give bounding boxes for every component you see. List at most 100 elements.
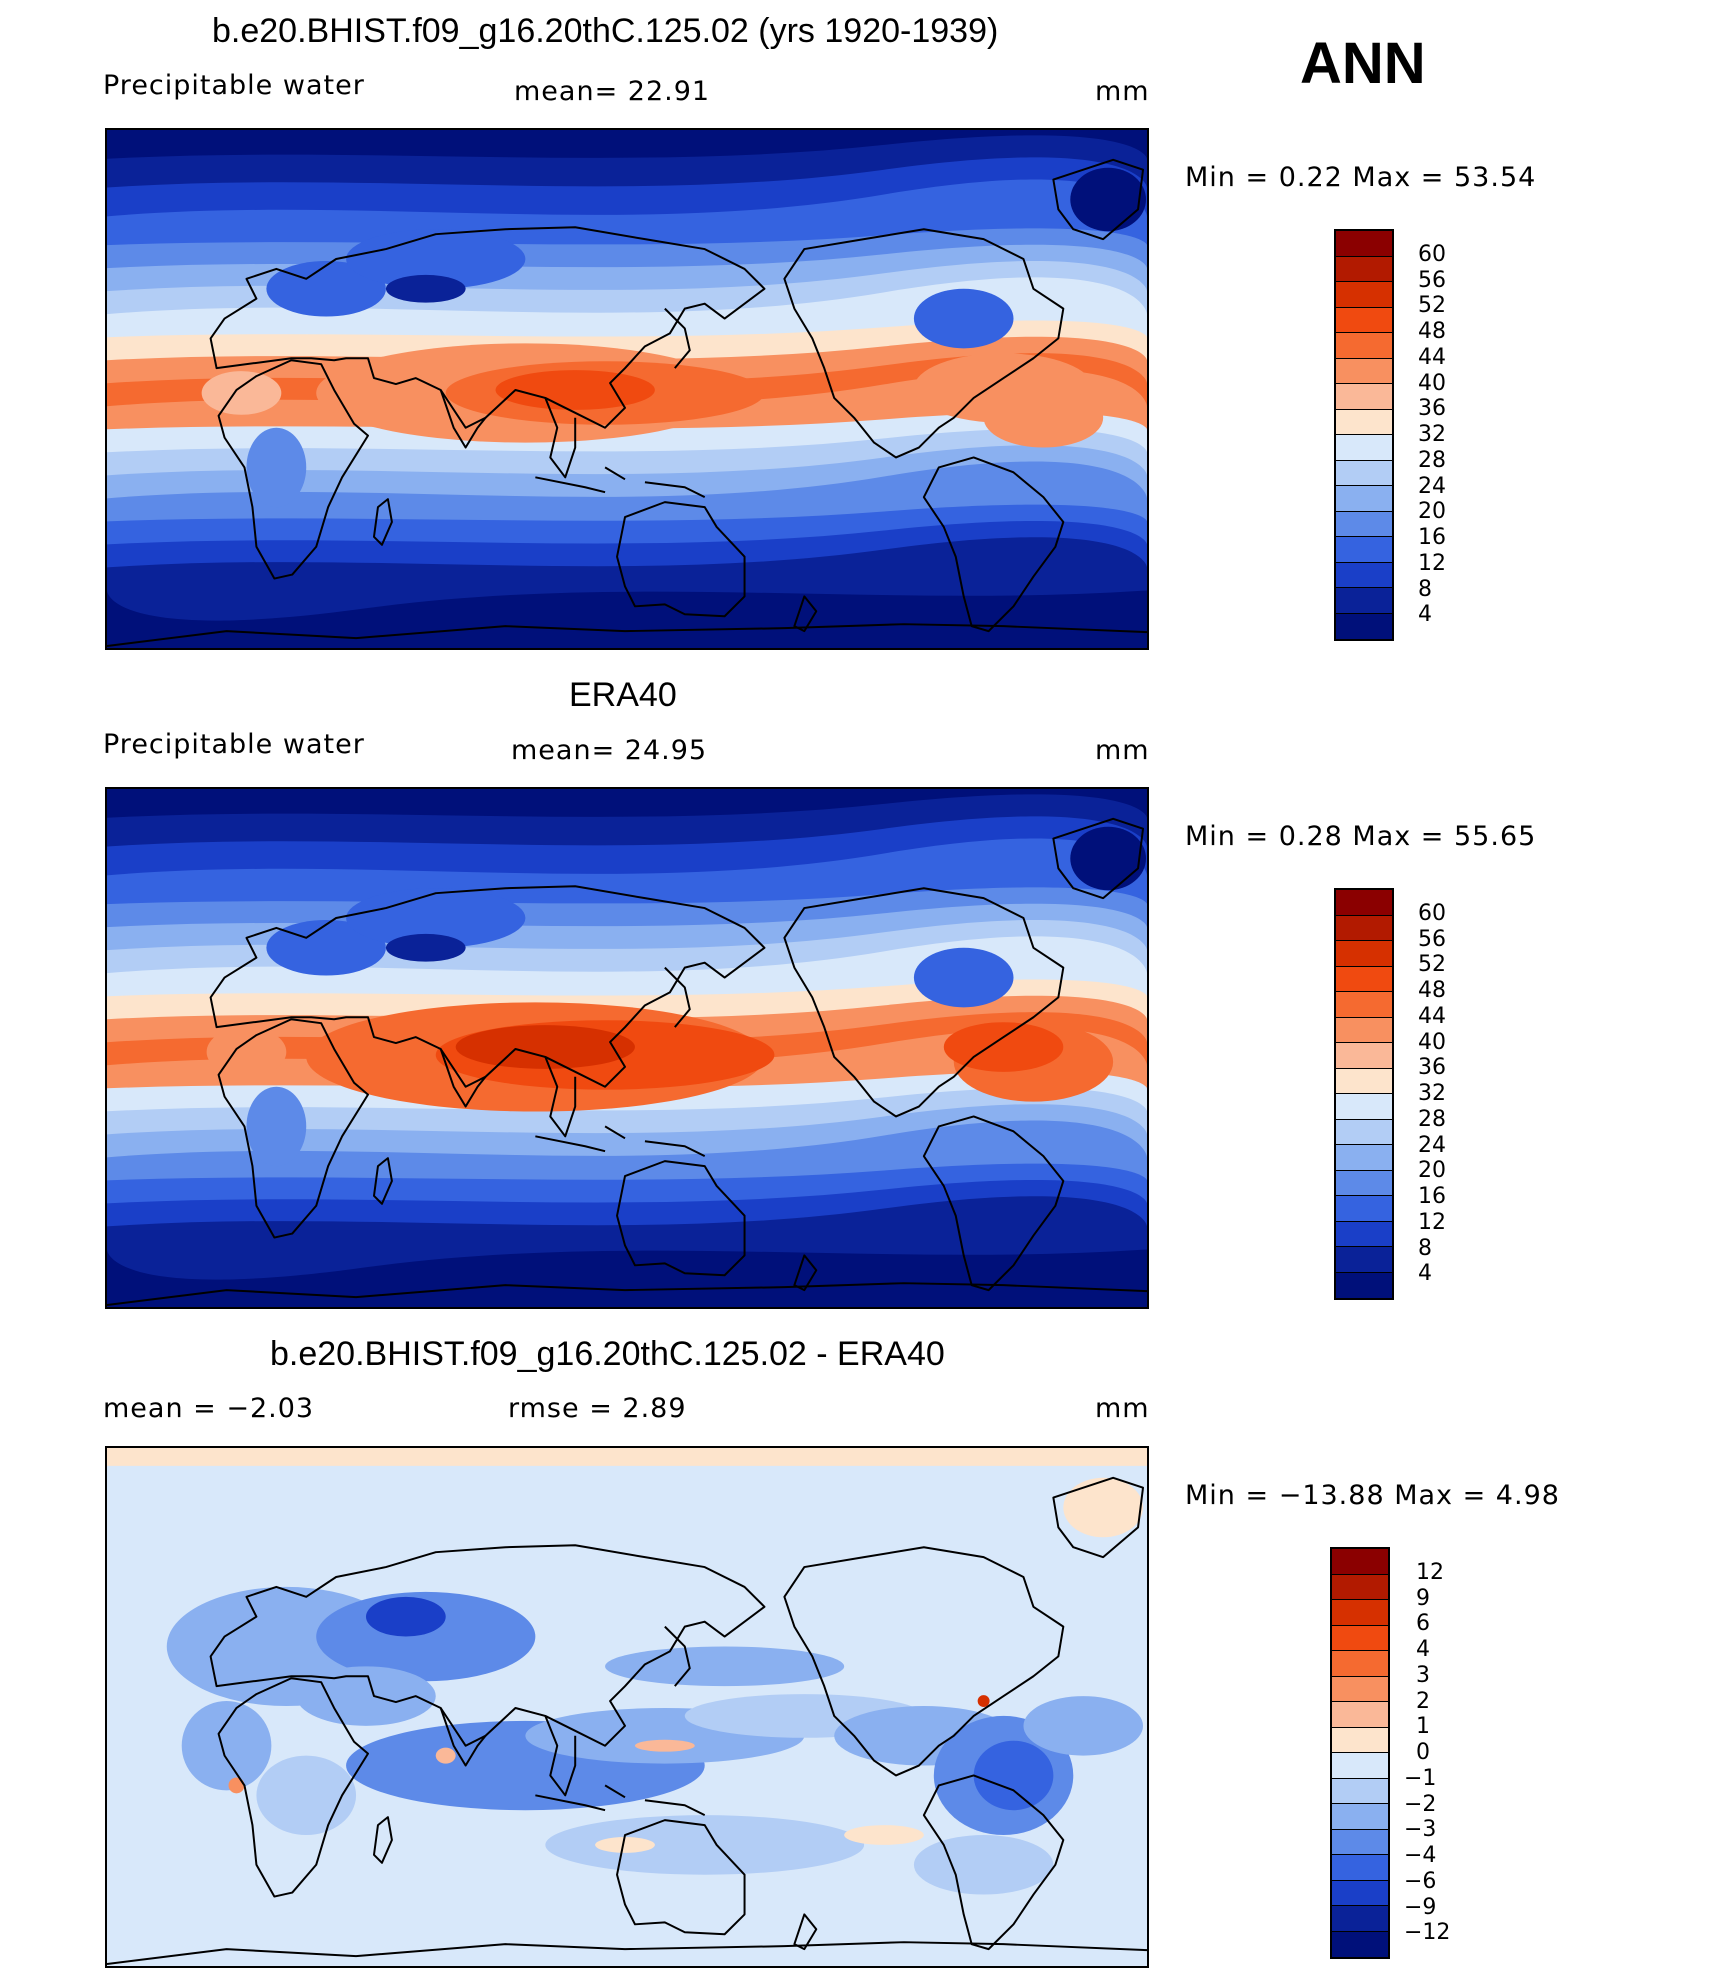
colorbar-swatch bbox=[1336, 409, 1392, 435]
colorbar-label: 0 bbox=[1416, 1740, 1430, 1765]
panel-3-mean: mean = −2.03 bbox=[103, 1393, 315, 1424]
colorbar-swatch bbox=[1332, 1804, 1388, 1830]
colorbar-swatch bbox=[1336, 460, 1392, 486]
colorbar-label: 9 bbox=[1416, 1585, 1430, 1611]
panel-1-title: b.e20.BHIST.f09_g16.20thC.125.02 (yrs 19… bbox=[212, 12, 999, 50]
coastlines bbox=[107, 817, 1147, 1306]
colorbar-swatch bbox=[1336, 486, 1392, 512]
colorbar-label: 20 bbox=[1418, 1158, 1446, 1184]
panel-3-units: mm bbox=[1095, 1393, 1150, 1424]
colorbar-label: 60 bbox=[1418, 241, 1446, 267]
colorbar-swatch bbox=[1332, 1702, 1388, 1728]
colorbar-label: −12 bbox=[1404, 1920, 1451, 1946]
colorbar-swatch bbox=[1332, 1651, 1388, 1677]
panel-3-map-svg bbox=[107, 1448, 1147, 1966]
colorbar-label: 32 bbox=[1418, 1081, 1446, 1106]
colorbar-label: 4 bbox=[1416, 1637, 1430, 1662]
colorbar-swatch bbox=[1332, 1676, 1388, 1702]
colorbar-swatch bbox=[1332, 1727, 1388, 1753]
panel-1-units: mm bbox=[1095, 76, 1150, 107]
colorbar-swatch bbox=[1336, 256, 1392, 282]
colorbar-label: 44 bbox=[1418, 344, 1446, 370]
field-contours bbox=[107, 130, 1147, 648]
colorbar-label: 40 bbox=[1418, 1029, 1446, 1055]
colorbar-label: 56 bbox=[1418, 267, 1446, 293]
colorbar-label: −6 bbox=[1404, 1868, 1437, 1894]
colorbar-label: 6 bbox=[1416, 1611, 1430, 1637]
panel-2-map-svg bbox=[107, 789, 1147, 1307]
colorbar-label: 60 bbox=[1418, 900, 1446, 926]
colorbar-swatch bbox=[1336, 333, 1392, 359]
panel-2-minmax: Min = 0.28 Max = 55.65 bbox=[1185, 821, 1537, 852]
colorbar-swatch bbox=[1336, 1068, 1392, 1094]
panel-2-variable: Precipitable water bbox=[103, 729, 365, 760]
panel-1-colorbar bbox=[1334, 229, 1394, 641]
colorbar-swatch bbox=[1336, 1272, 1392, 1298]
colorbar-swatch bbox=[1336, 1145, 1392, 1171]
difference-contours bbox=[107, 1448, 1147, 1966]
panel-2-map bbox=[105, 787, 1149, 1309]
colorbar-swatch bbox=[1336, 562, 1392, 588]
colorbar-label: 3 bbox=[1416, 1662, 1430, 1688]
colorbar-label: 4 bbox=[1418, 1261, 1432, 1287]
colorbar-swatch bbox=[1336, 941, 1392, 967]
colorbar-label: 32 bbox=[1418, 422, 1446, 447]
colorbar-label: 12 bbox=[1418, 550, 1446, 576]
colorbar-swatch bbox=[1336, 588, 1392, 614]
colorbar-swatch bbox=[1336, 435, 1392, 461]
colorbar-label: 16 bbox=[1418, 525, 1446, 550]
coastlines bbox=[107, 1476, 1147, 1965]
colorbar-swatch bbox=[1336, 1094, 1392, 1120]
colorbar-swatch bbox=[1332, 1855, 1388, 1881]
colorbar-label: 20 bbox=[1418, 499, 1446, 525]
panel-3-map bbox=[105, 1446, 1149, 1968]
colorbar-label: 16 bbox=[1418, 1184, 1446, 1209]
colorbar-label: 8 bbox=[1418, 1235, 1432, 1261]
colorbar-swatch bbox=[1332, 1753, 1388, 1779]
colorbar-swatch bbox=[1336, 358, 1392, 384]
colorbar-swatch bbox=[1332, 1574, 1388, 1600]
panel-3-rmse: rmse = 2.89 bbox=[508, 1393, 687, 1424]
colorbar-swatch bbox=[1332, 1778, 1388, 1804]
colorbar-swatch bbox=[1332, 1829, 1388, 1855]
panel-2-units: mm bbox=[1095, 735, 1150, 766]
colorbar-label: 48 bbox=[1418, 978, 1446, 1003]
colorbar-label: 12 bbox=[1416, 1559, 1444, 1585]
colorbar-label: −2 bbox=[1404, 1791, 1437, 1817]
panel-1-mean: mean= 22.91 bbox=[514, 76, 711, 107]
colorbar-swatch bbox=[1336, 1196, 1392, 1222]
panel-3-title: b.e20.BHIST.f09_g16.20thC.125.02 - ERA40 bbox=[270, 1335, 945, 1373]
colorbar-swatch bbox=[1336, 992, 1392, 1018]
colorbar-label: 56 bbox=[1418, 926, 1446, 952]
colorbar-swatch bbox=[1336, 1247, 1392, 1273]
colorbar-label: 40 bbox=[1418, 370, 1446, 396]
colorbar-label: −3 bbox=[1404, 1817, 1437, 1843]
colorbar-swatch bbox=[1336, 307, 1392, 333]
panel-2-colorbar bbox=[1334, 888, 1394, 1300]
colorbar-swatch bbox=[1336, 384, 1392, 410]
colorbar-swatch bbox=[1336, 511, 1392, 537]
colorbar-label: 36 bbox=[1418, 1055, 1446, 1081]
panel-1-map bbox=[105, 128, 1149, 650]
colorbar-label: 12 bbox=[1418, 1209, 1446, 1235]
panel-2-title: ERA40 bbox=[569, 676, 677, 714]
colorbar-label: 44 bbox=[1418, 1003, 1446, 1029]
colorbar-swatch bbox=[1332, 1931, 1388, 1957]
colorbar-label: 52 bbox=[1418, 293, 1446, 319]
field-contours bbox=[107, 789, 1147, 1307]
colorbar-swatch bbox=[1336, 1170, 1392, 1196]
colorbar-swatch bbox=[1336, 915, 1392, 941]
colorbar-label: 24 bbox=[1418, 1132, 1446, 1158]
colorbar-swatch bbox=[1332, 1906, 1388, 1932]
colorbar-swatch bbox=[1336, 966, 1392, 992]
colorbar-label: −1 bbox=[1404, 1765, 1437, 1791]
panel-1-variable: Precipitable water bbox=[103, 70, 365, 101]
colorbar-swatch bbox=[1336, 282, 1392, 308]
colorbar-swatch bbox=[1332, 1549, 1388, 1575]
colorbar-label: −9 bbox=[1404, 1894, 1437, 1920]
colorbar-swatch bbox=[1336, 1221, 1392, 1247]
colorbar-label: 2 bbox=[1416, 1688, 1430, 1714]
panel-1-minmax: Min = 0.22 Max = 53.54 bbox=[1185, 162, 1537, 193]
panel-2-mean: mean= 24.95 bbox=[511, 735, 708, 766]
colorbar-label: 1 bbox=[1416, 1714, 1430, 1740]
